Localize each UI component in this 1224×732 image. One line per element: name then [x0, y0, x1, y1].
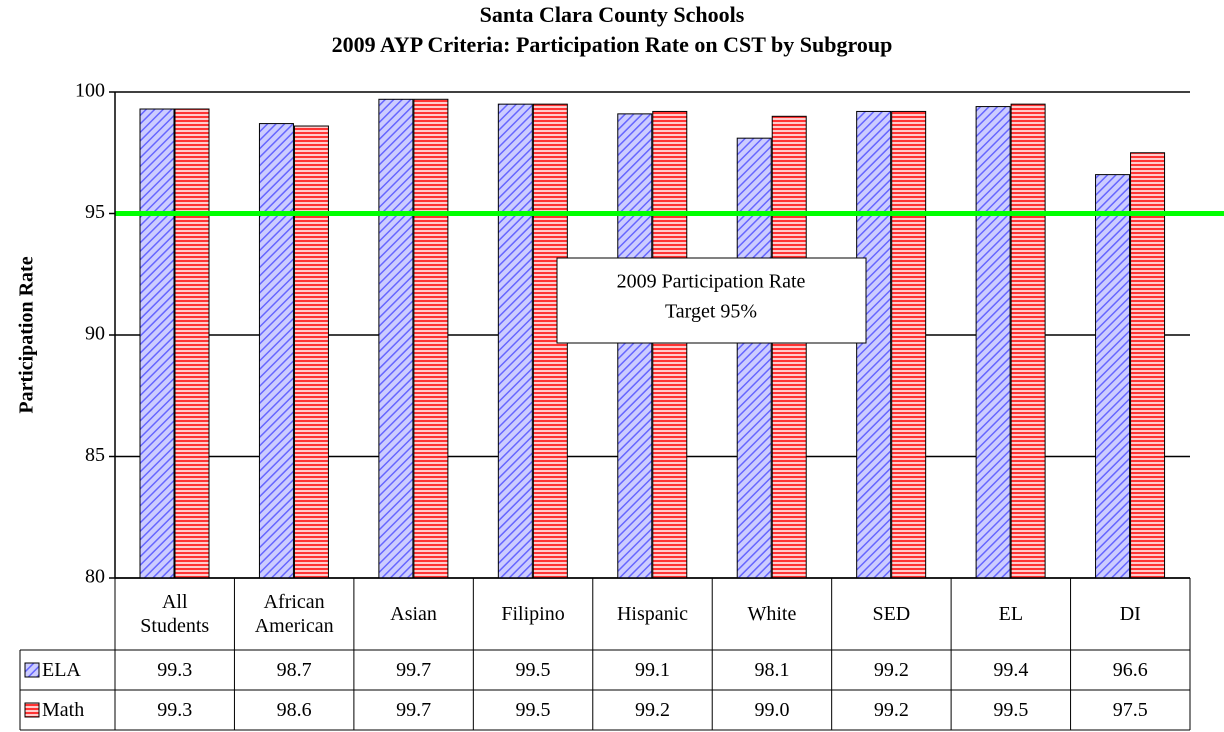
bar	[1010, 103, 1046, 579]
table-value: 99.2	[873, 699, 909, 721]
table-value: 99.2	[873, 659, 909, 681]
table-value: 99.7	[396, 659, 432, 681]
bar	[139, 108, 175, 579]
x-tick-label: African American	[254, 591, 334, 637]
y-tick-label: 95	[85, 201, 105, 223]
annotation-box	[556, 257, 867, 344]
x-tick-label: SED	[872, 603, 911, 625]
table-value: 96.6	[1112, 659, 1148, 681]
x-tick-label: Filipino	[501, 603, 565, 625]
x-tick-label: All Students	[140, 591, 210, 637]
table-value: 98.7	[276, 659, 312, 681]
table-value: 99.3	[157, 659, 193, 681]
table-value: 98.6	[276, 699, 312, 721]
table-value: 99.0	[754, 699, 790, 721]
bar	[293, 125, 329, 579]
y-tick-label: 100	[75, 80, 105, 102]
chart-subtitle: 2009 AYP Criteria: Participation Rate on…	[332, 32, 893, 57]
table-value: 98.1	[754, 659, 790, 681]
table-value: 99.5	[993, 699, 1029, 721]
y-tick-label: 80	[85, 566, 105, 588]
bar	[378, 98, 414, 579]
table-value: 99.1	[634, 659, 670, 681]
bar	[1130, 152, 1166, 579]
bar	[174, 108, 210, 579]
x-tick-label: EL	[998, 603, 1024, 625]
y-tick-label: 90	[85, 323, 105, 345]
bar	[617, 113, 653, 579]
bar	[975, 106, 1011, 579]
legend-key	[24, 662, 40, 678]
bar	[652, 110, 688, 579]
bar	[1095, 174, 1131, 579]
bar	[497, 103, 533, 579]
table-value: 97.5	[1112, 699, 1148, 721]
legend-key	[24, 702, 40, 718]
bar	[258, 123, 294, 579]
bar	[891, 110, 927, 579]
x-tick-label: DI	[1119, 603, 1141, 625]
table-value: 99.7	[396, 699, 432, 721]
table-value: 99.5	[515, 659, 551, 681]
x-tick-label: White	[747, 603, 797, 625]
y-axis-label: Participation Rate	[16, 256, 38, 413]
annotation-text: Target 95%	[665, 301, 757, 323]
chart-title: Santa Clara County Schools	[480, 2, 745, 27]
table-value: 99.4	[993, 659, 1029, 681]
bar	[413, 98, 449, 579]
table-value: 99.2	[634, 699, 670, 721]
legend-label: ELA	[42, 659, 81, 681]
annotation-text: 2009 Participation Rate	[617, 271, 806, 293]
table-value: 99.5	[515, 699, 551, 721]
bar	[736, 137, 772, 579]
y-tick-label: 85	[85, 444, 105, 466]
bar	[856, 110, 892, 579]
x-tick-label: Asian	[390, 603, 437, 625]
legend-label: Math	[42, 699, 85, 721]
table-value: 99.3	[157, 699, 193, 721]
bar	[771, 115, 807, 579]
x-tick-label: Hispanic	[616, 603, 689, 625]
